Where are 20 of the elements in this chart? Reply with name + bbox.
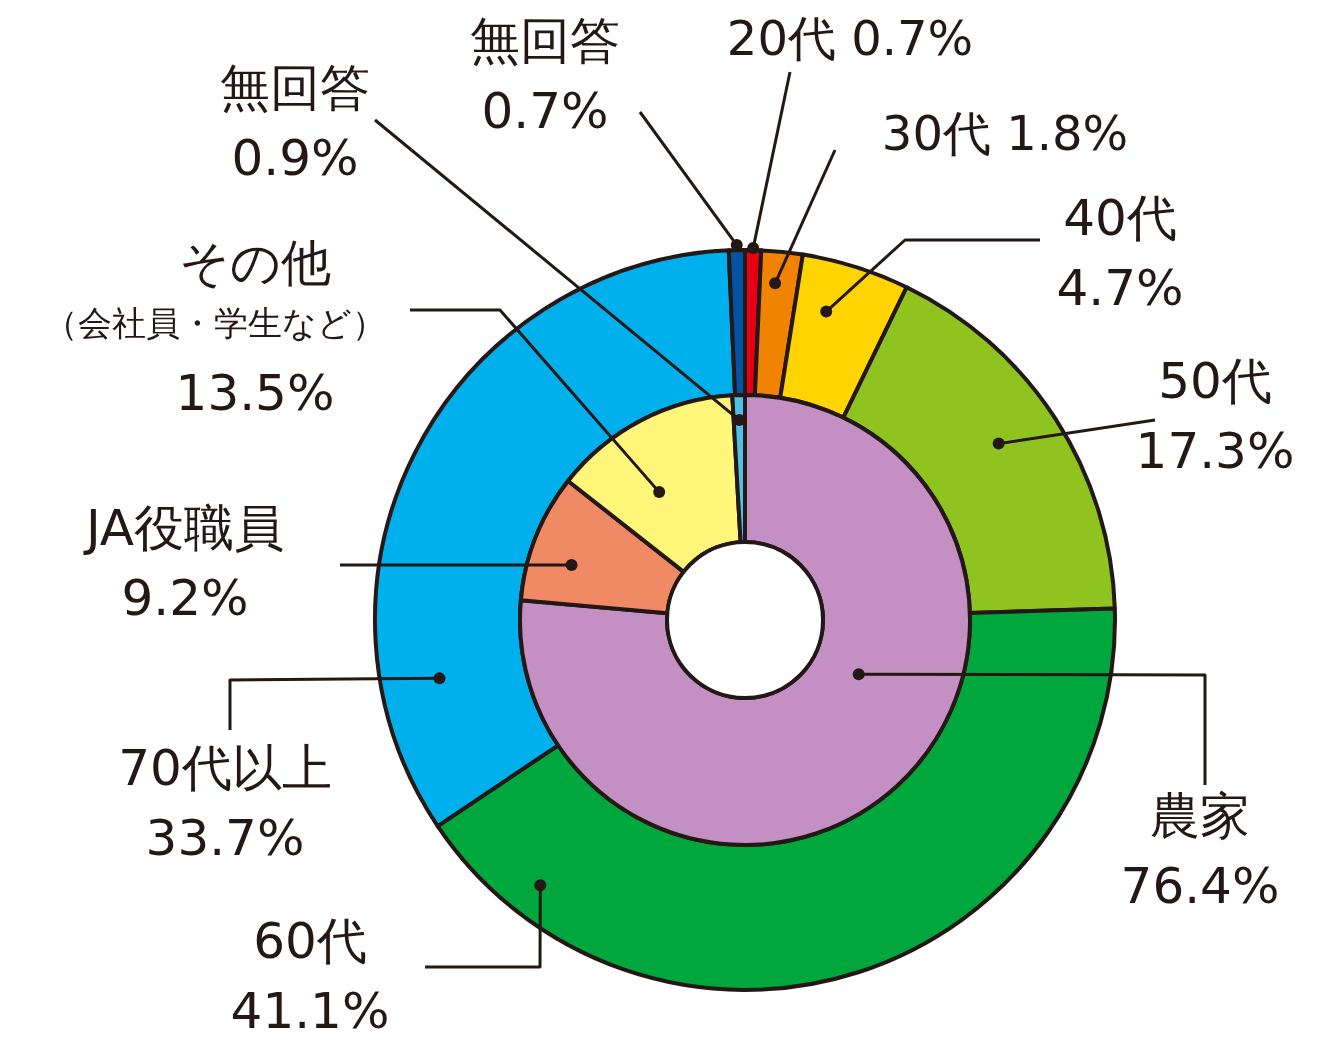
slice-label: 40代 [1063, 189, 1177, 247]
data-label: 4.7% [1056, 259, 1184, 317]
slice-label: 60代 [253, 912, 367, 970]
data-label: 13.5% [175, 364, 335, 422]
slice-label: 50代 [1158, 352, 1272, 410]
slice-label: 20代 0.7% [726, 10, 974, 66]
data-label: 0.7% [481, 82, 609, 140]
data-label: 9.2% [121, 569, 249, 627]
slice-label: 30代 1.8% [881, 105, 1129, 161]
data-label: 0.9% [231, 129, 359, 187]
slice-label: 農家 [1150, 787, 1250, 845]
data-label: 17.3% [1135, 422, 1295, 480]
slice-label: 無回答 [470, 12, 620, 70]
data-label: 33.7% [145, 809, 305, 867]
slice-label: 70代以上 [118, 739, 332, 797]
data-label: 41.1% [230, 982, 390, 1040]
slice-label: 無回答 [220, 59, 370, 117]
slice-label: JA役職員 [82, 499, 285, 557]
slice-label: その他（会社員・学生など） [44, 234, 386, 343]
data-label: 76.4% [1120, 857, 1280, 915]
